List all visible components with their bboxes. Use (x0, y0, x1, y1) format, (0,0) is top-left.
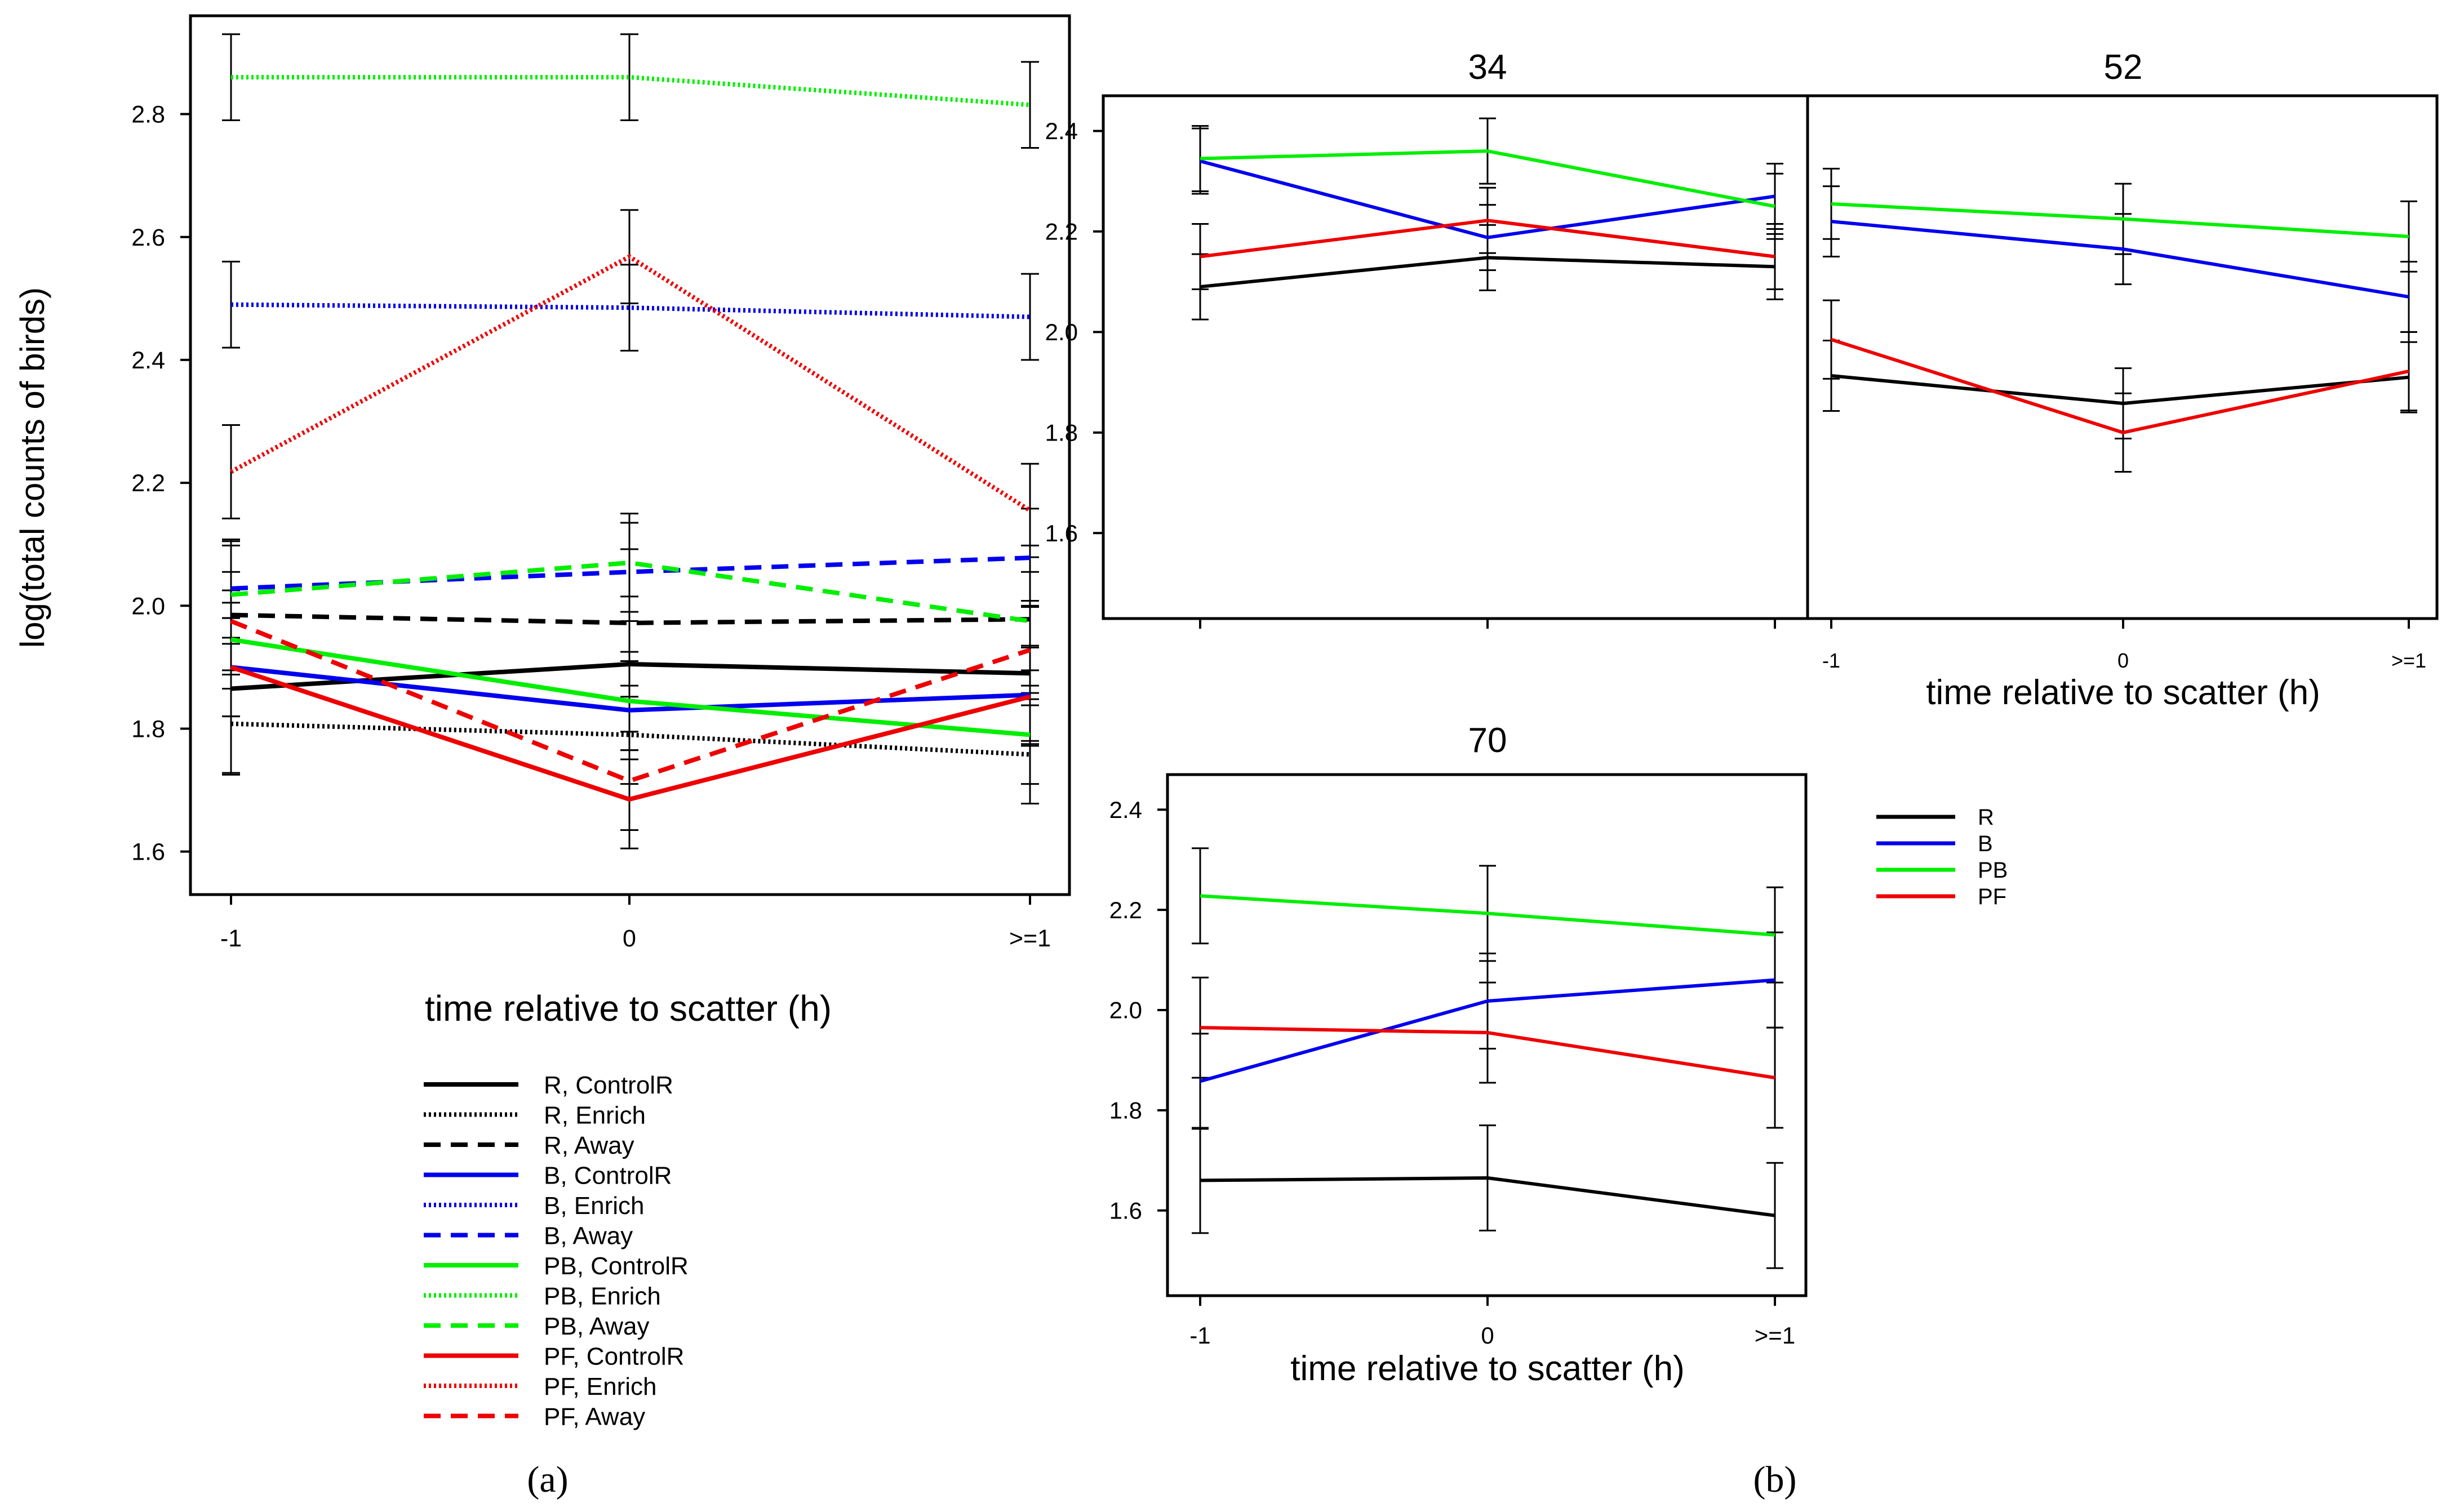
y-tick-label: 2.0 (1109, 997, 1142, 1024)
legend-label: R, Enrich (544, 1102, 646, 1129)
legend-label: B, Enrich (544, 1192, 645, 1220)
panel-title: 52 (2104, 48, 2143, 87)
legend-label: R (1978, 805, 1994, 830)
y-tick-label: 2.2 (1045, 219, 1078, 245)
series-line-pb-enrich (231, 75, 1031, 108)
legend-label: R, ControlR (544, 1071, 673, 1099)
series-line-b (1200, 978, 1775, 1083)
series-line-pf-away (230, 619, 1031, 784)
y-tick-label: 2.4 (131, 347, 165, 374)
y-tick-label: 2.0 (1045, 319, 1078, 345)
panel-label: (b) (1753, 1459, 1797, 1500)
panel-label: (a) (527, 1459, 568, 1500)
panel-a: 1.6 1.8 2.0 2.2 2.4 2.6 2.8 -1 0 >=1 time relative… (14, 14, 1071, 1500)
series-line-pf-enrich (230, 254, 1032, 513)
y-tick-label: 2.0 (131, 593, 165, 620)
legend-label: PB, ControlR (544, 1252, 689, 1280)
series-line-r-away (230, 612, 1031, 625)
y-tick-label: 1.8 (131, 716, 165, 743)
series-line-pf-controlr (230, 665, 1031, 802)
series-line-pb (1200, 894, 1775, 937)
series-line-r (1831, 374, 2409, 406)
series-line-r (1200, 256, 1775, 289)
y-tick-label: 2.8 (131, 101, 165, 128)
y-axis-label: log(total counts of birds) (14, 287, 51, 648)
plot-frame (1102, 94, 1809, 620)
legend-label: R, Away (544, 1132, 634, 1159)
y-tick-label: 2.2 (131, 470, 165, 497)
series-line-pb-controlr (230, 637, 1031, 737)
legend-label: B (1978, 831, 1993, 856)
x-tick-label: >=1 (1009, 925, 1051, 952)
series-line-pf (1200, 219, 1775, 259)
panel-b-34: 34 1.6 1.8 2.0 2.2 2.4 (1045, 48, 1809, 629)
x-tick-label: >=1 (1755, 1322, 1795, 1349)
y-tick-label: 1.6 (131, 839, 165, 866)
plot-frame (1806, 94, 2439, 620)
series-line-pf (1200, 1026, 1775, 1080)
y-tick-label: 1.6 (1045, 520, 1078, 546)
series-line-b (1831, 220, 2409, 299)
x-tick-label: >=1 (2391, 649, 2426, 672)
legend-label: PB, Away (544, 1313, 650, 1340)
legend-label: PF (1978, 884, 2006, 909)
y-tick-label: 1.8 (1045, 420, 1078, 446)
x-tick-label: 0 (2117, 649, 2129, 672)
y-tick-label: 1.8 (1109, 1097, 1142, 1124)
legend-label: PF, Away (544, 1403, 645, 1431)
x-tick-label: 0 (623, 925, 636, 952)
panel-b-70: 70 1.6 1.8 2.0 2.2 2.4 -1 0 >=1 time relative to … (1109, 721, 1808, 1500)
series-line-pb (1831, 202, 2409, 238)
x-tick-label: -1 (1189, 1322, 1210, 1349)
x-axis-label: time relative to scatter (h) (1926, 673, 2320, 712)
legend-label: PF, Enrich (544, 1373, 657, 1400)
panel-title: 70 (1468, 721, 1507, 760)
y-tick-label: 2.4 (1045, 118, 1078, 144)
y-tick-label: 1.6 (1109, 1197, 1142, 1224)
x-axis-label: time relative to scatter (h) (425, 988, 832, 1029)
y-tick-label: 2.2 (1109, 897, 1142, 923)
series-line-r-enrich (230, 721, 1031, 757)
x-tick-label: -1 (1822, 649, 1840, 672)
series-line-b (1200, 159, 1775, 239)
x-axis-label: time relative to scatter (h) (1290, 1349, 1684, 1388)
series-line-pb (1200, 149, 1775, 208)
panel-title: 34 (1468, 48, 1507, 87)
legend-label: PB, Enrich (544, 1283, 661, 1310)
x-tick-label: 0 (1481, 1322, 1494, 1349)
panel-b-52: 52 -1 0 >=1 time relative to scatter (h) (1806, 48, 2439, 712)
legend-label: PB (1978, 858, 2008, 883)
y-tick-label: 2.4 (1109, 797, 1142, 823)
series-line-b-controlr (230, 665, 1031, 713)
legend-label: PF, ControlR (544, 1343, 684, 1371)
series-line-r (1200, 1176, 1775, 1217)
x-tick-label: -1 (220, 925, 242, 952)
series-line-pf (1831, 337, 2409, 434)
series-line-b-enrich (230, 302, 1031, 319)
legend-label: B, Away (544, 1222, 633, 1250)
y-tick-label: 2.6 (131, 224, 165, 251)
series-line-b-away (230, 555, 1031, 591)
legend-label: B, ControlR (544, 1162, 672, 1190)
